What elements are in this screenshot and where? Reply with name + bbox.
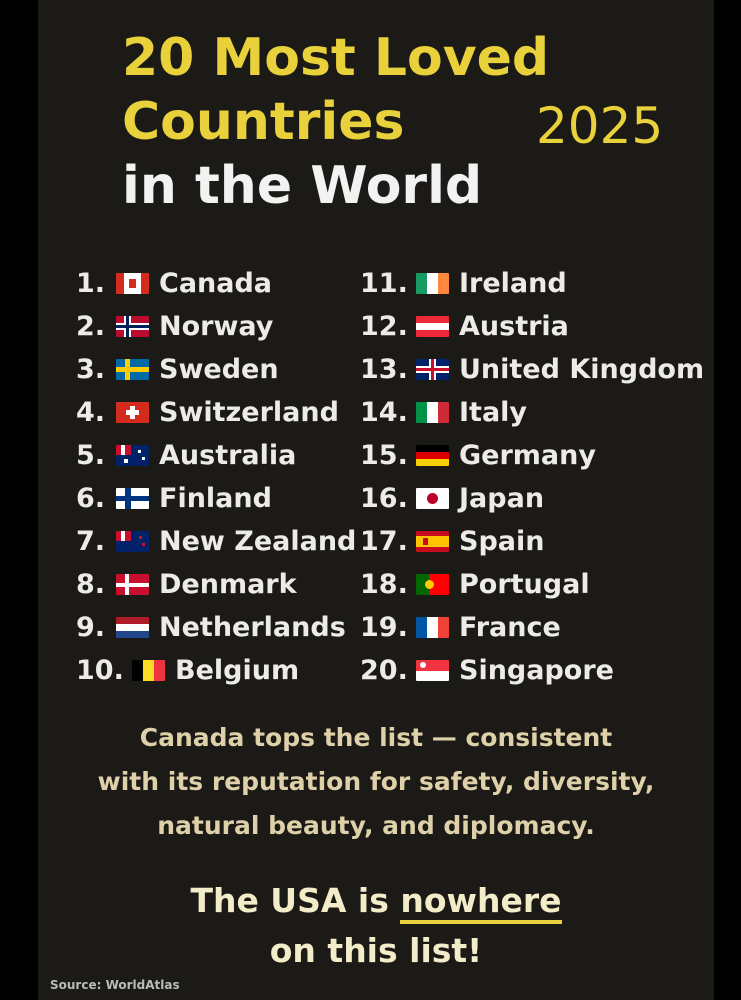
united-kingdom-flag-icon [416,359,449,380]
country-item: 1. Canada [76,262,356,305]
country-item: 6. Finland [76,477,356,520]
country-name: Australia [159,440,297,471]
country-rank: 3. [76,354,106,385]
country-rank: 4. [76,397,106,428]
country-rank: 13. [360,354,408,385]
country-item: 11. Ireland [360,262,704,305]
country-rank: 1. [76,268,106,299]
austria-flag-icon [416,316,449,337]
title-line-1: 20 Most Loved [122,28,550,88]
country-rank: 19. [360,612,408,643]
usa-note-line-2: on this list! [269,931,483,970]
country-name: Japan [459,483,545,514]
portugal-flag-icon [416,574,449,595]
ranking-column-1: 1. Canada 2. Norway 3. Sweden 4. Switzerland 5. A… [76,262,356,692]
title-line-2: Countries [122,92,405,152]
country-item: 2. Norway [76,305,356,348]
infographic-poster: 20 Most Loved Countries in the World 202… [38,0,714,1000]
france-flag-icon [416,617,449,638]
country-name: Finland [159,483,272,514]
netherlands-flag-icon [116,617,149,638]
country-name: United Kingdom [459,354,705,385]
belgium-flag-icon [132,660,165,681]
sweden-flag-icon [116,359,149,380]
usa-note-prefix: The USA is [190,881,401,920]
country-rank: 17. [360,526,408,557]
country-item: 17. Spain [360,520,704,563]
italy-flag-icon [416,402,449,423]
tagline-line-3: natural beauty, and diplomacy. [157,811,595,840]
country-rank: 18. [360,569,408,600]
country-rank: 15. [360,440,408,471]
country-name: Sweden [159,354,279,385]
source-credit: Source: WorldAtlas [50,978,180,992]
country-item: 7. New Zealand [76,520,356,563]
country-name: Norway [159,311,274,342]
country-rank: 2. [76,311,106,342]
country-name: Denmark [159,569,297,600]
country-item: 3. Sweden [76,348,356,391]
title-line-3: in the World [122,156,483,216]
new-zealand-flag-icon [116,531,149,552]
country-item: 9. Netherlands [76,606,356,649]
country-item: 19. France [360,606,704,649]
country-name: Switzerland [159,397,339,428]
country-name: Belgium [175,655,300,686]
ranking-column-2: 11. Ireland 12. Austria 13. United Kingdom 14.… [360,262,704,692]
ireland-flag-icon [416,273,449,294]
country-name: Netherlands [159,612,346,643]
country-name: Germany [459,440,596,471]
japan-flag-icon [416,488,449,509]
country-rank: 6. [76,483,106,514]
country-item: 12. Austria [360,305,704,348]
country-rank: 20. [360,655,408,686]
country-name: Spain [459,526,545,557]
germany-flag-icon [416,445,449,466]
usa-note-emphasis: nowhere [400,881,562,924]
finland-flag-icon [116,488,149,509]
country-item: 15. Germany [360,434,704,477]
country-name: Ireland [459,268,567,299]
usa-note-line-1: The USA is nowhere [38,876,714,926]
tagline: Canada tops the list — consistent with i… [38,716,714,848]
country-item: 13. United Kingdom [360,348,704,391]
country-name: Italy [459,397,528,428]
country-rank: 10. [76,655,124,686]
norway-flag-icon [116,316,149,337]
country-rank: 16. [360,483,408,514]
tagline-line-1: Canada tops the list — consistent [139,723,613,752]
country-rank: 7. [76,526,106,557]
country-item: 8. Denmark [76,563,356,606]
country-item: 10. Belgium [76,649,356,692]
australia-flag-icon [116,445,149,466]
country-rank: 11. [360,268,408,299]
country-name: Austria [459,311,569,342]
switzerland-flag-icon [116,402,149,423]
country-item: 5. Australia [76,434,356,477]
denmark-flag-icon [116,574,149,595]
country-item: 18. Portugal [360,563,704,606]
country-rank: 5. [76,440,106,471]
singapore-flag-icon [416,660,449,681]
country-name: New Zealand [159,526,357,557]
country-rank: 9. [76,612,106,643]
country-rank: 8. [76,569,106,600]
country-item: 20. Singapore [360,649,704,692]
canada-flag-icon [116,273,149,294]
year-label: 2025 [536,97,664,155]
spain-flag-icon [416,531,449,552]
usa-note: The USA is nowhere on this list! [38,876,714,976]
country-name: France [459,612,561,643]
country-name: Singapore [459,655,614,686]
country-name: Canada [159,268,273,299]
tagline-line-2: with its reputation for safety, diversit… [97,767,655,796]
country-item: 14. Italy [360,391,704,434]
country-item: 16. Japan [360,477,704,520]
country-item: 4. Switzerland [76,391,356,434]
country-name: Portugal [459,569,590,600]
country-rank: 12. [360,311,408,342]
country-rank: 14. [360,397,408,428]
